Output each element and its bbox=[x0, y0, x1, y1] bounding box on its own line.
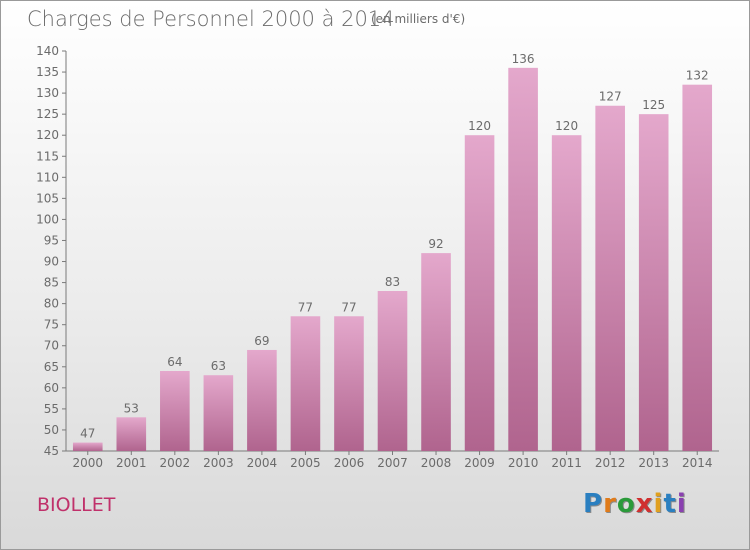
proxiti-logo-letter: t bbox=[663, 489, 677, 519]
proxiti-logo-letter: i bbox=[676, 489, 687, 519]
data-label: 120 bbox=[468, 119, 491, 133]
data-label: 63 bbox=[211, 359, 226, 373]
proxiti-logo-letter: r bbox=[603, 489, 617, 519]
y-tick-label: 130 bbox=[36, 86, 59, 100]
bar bbox=[682, 84, 713, 452]
proxiti-logo-letter: x bbox=[635, 489, 654, 519]
x-tick-label: 2001 bbox=[116, 456, 147, 470]
y-tick-label: 90 bbox=[44, 255, 59, 269]
data-label: 53 bbox=[124, 401, 139, 415]
data-label: 125 bbox=[642, 98, 665, 112]
x-tick-label: 2003 bbox=[203, 456, 234, 470]
chart-title: Charges de Personnel 2000 à 2014 bbox=[27, 7, 395, 31]
bar bbox=[638, 114, 669, 451]
data-label: 77 bbox=[298, 300, 313, 314]
data-label: 69 bbox=[254, 334, 269, 348]
y-tick-label: 100 bbox=[36, 212, 59, 226]
bar bbox=[160, 371, 190, 451]
x-tick-label: 2008 bbox=[421, 456, 452, 470]
bar bbox=[508, 67, 538, 451]
y-tick-label: 80 bbox=[44, 297, 59, 311]
data-label: 83 bbox=[385, 275, 400, 289]
x-tick-label: 2000 bbox=[72, 456, 103, 470]
bar bbox=[595, 105, 625, 451]
data-label: 92 bbox=[428, 237, 443, 251]
x-tick-label: 2009 bbox=[464, 456, 495, 470]
y-tick-label: 60 bbox=[44, 381, 59, 395]
y-tick-label: 70 bbox=[44, 339, 59, 353]
data-label: 132 bbox=[686, 69, 709, 83]
chart-subtitle: (en milliers d'€) bbox=[371, 12, 466, 26]
y-tick-label: 55 bbox=[44, 402, 59, 416]
y-tick-label: 95 bbox=[44, 233, 59, 247]
y-tick-label: 115 bbox=[36, 149, 59, 163]
y-tick-label: 120 bbox=[36, 128, 59, 142]
x-tick-label: 2013 bbox=[638, 456, 669, 470]
y-tick-label: 135 bbox=[36, 65, 59, 79]
bar bbox=[203, 375, 234, 451]
bar bbox=[247, 349, 277, 451]
y-tick-label: 125 bbox=[36, 107, 59, 121]
y-tick-label: 85 bbox=[44, 276, 59, 290]
bar bbox=[464, 135, 495, 452]
y-tick-label: 110 bbox=[36, 170, 59, 184]
bar bbox=[551, 135, 582, 452]
x-tick-label: 2002 bbox=[160, 456, 191, 470]
y-tick-label: 65 bbox=[44, 360, 59, 374]
x-tick-label: 2006 bbox=[334, 456, 365, 470]
x-tick-label: 2010 bbox=[508, 456, 539, 470]
proxiti-logo-letter: P bbox=[583, 489, 604, 519]
data-label: 64 bbox=[167, 355, 182, 369]
data-label: 136 bbox=[512, 52, 535, 66]
x-tick-label: 2007 bbox=[377, 456, 408, 470]
data-label: 47 bbox=[80, 427, 95, 441]
x-tick-label: 2014 bbox=[682, 456, 713, 470]
proxiti-logo-letter: i bbox=[653, 489, 664, 519]
x-tick-label: 2011 bbox=[551, 456, 582, 470]
y-tick-label: 105 bbox=[36, 191, 59, 205]
proxiti-logo: Proxiti bbox=[583, 489, 687, 519]
y-tick-label: 140 bbox=[36, 44, 59, 58]
bar bbox=[421, 253, 451, 451]
bar bbox=[290, 316, 321, 451]
commune-name: BIOLLET bbox=[37, 494, 116, 516]
x-tick-label: 2012 bbox=[595, 456, 626, 470]
bar bbox=[377, 291, 408, 451]
bar bbox=[72, 442, 103, 451]
data-label: 77 bbox=[341, 300, 356, 314]
y-tick-label: 45 bbox=[44, 444, 59, 458]
y-tick-label: 75 bbox=[44, 318, 59, 332]
x-tick-label: 2004 bbox=[247, 456, 278, 470]
data-label: 127 bbox=[599, 90, 622, 104]
data-label: 120 bbox=[555, 119, 578, 133]
y-tick-label: 50 bbox=[44, 423, 59, 437]
bar bbox=[116, 417, 147, 451]
bar bbox=[334, 316, 364, 451]
x-tick-label: 2005 bbox=[290, 456, 321, 470]
proxiti-logo-letter: o bbox=[616, 489, 636, 519]
